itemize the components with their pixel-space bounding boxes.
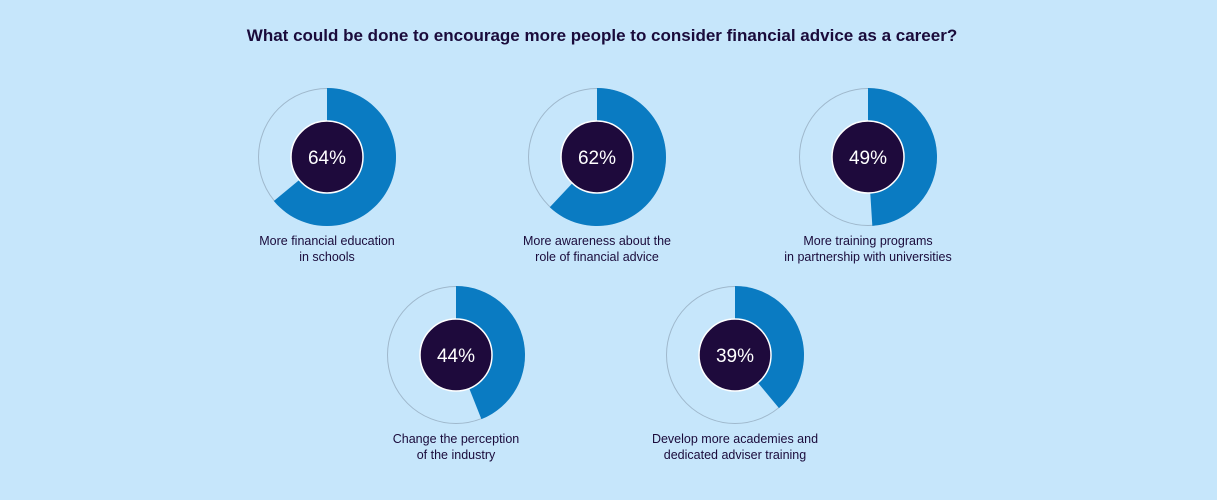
donut-center	[698, 318, 772, 392]
donut-center	[831, 120, 905, 194]
category-label: More financial education in schools	[259, 234, 395, 264]
chart-title: What could be done to encourage more peo…	[246, 26, 958, 45]
donut-center	[290, 120, 364, 194]
value-label: 64%	[308, 148, 346, 169]
category-label: Develop more academies and dedicated advi…	[651, 432, 819, 462]
value-label: 62%	[578, 148, 616, 169]
category-label: More awareness about the role of financia…	[522, 234, 671, 264]
category-label: Change the perception of the industry	[392, 432, 520, 462]
value-label: 39%	[716, 346, 754, 367]
value-label: 49%	[849, 148, 887, 169]
donut-center	[560, 120, 634, 194]
donut-center	[419, 318, 493, 392]
category-label: More training programs in partnership wit…	[784, 234, 952, 264]
value-label: 44%	[437, 346, 475, 367]
